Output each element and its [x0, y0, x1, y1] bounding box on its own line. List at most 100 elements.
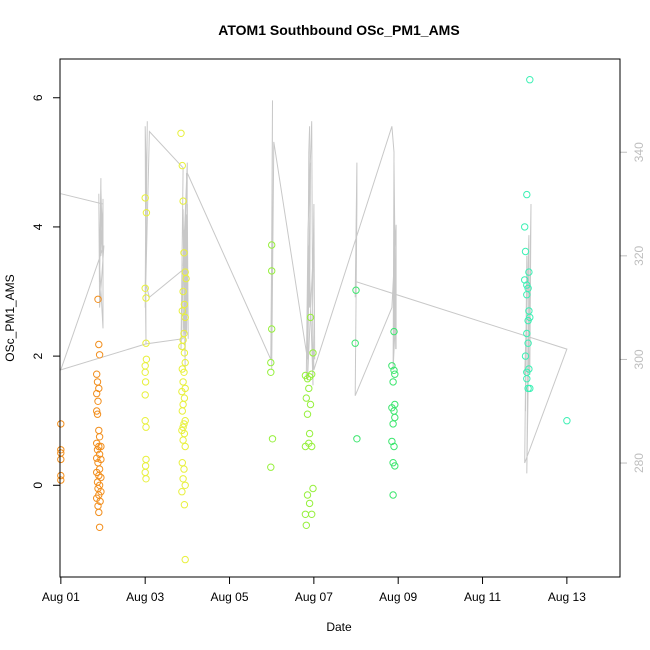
data-point: [95, 442, 103, 451]
chart-title: ATOM1 Southbound OSc_PM1_AMS: [218, 22, 459, 38]
data-point: [308, 510, 316, 518]
x-tick-label: Aug 09: [379, 590, 417, 604]
data-point: [93, 446, 102, 454]
data-point: [267, 368, 275, 376]
x-tick-label: Aug 05: [210, 590, 248, 604]
data-point: [180, 501, 189, 509]
y2-tick-label: 340: [632, 142, 646, 162]
data-point: [141, 284, 149, 292]
data-point: [268, 267, 276, 275]
data-point: [178, 307, 187, 315]
data-point: [180, 249, 188, 257]
data-point: [178, 161, 187, 170]
data-point: [178, 488, 186, 496]
y2-tick-label: 280: [632, 453, 646, 473]
data-point: [305, 429, 314, 438]
data-point: [526, 76, 534, 84]
data-point: [389, 378, 397, 386]
data-point: [523, 329, 531, 338]
data-point: [179, 436, 187, 444]
data-point: [95, 508, 103, 517]
x-tick-label: Aug 11: [464, 590, 501, 604]
data-point: [523, 375, 531, 383]
data-point: [391, 462, 399, 470]
data-point: [526, 313, 534, 322]
data-point: [303, 491, 312, 499]
data-point: [389, 420, 397, 428]
data-point: [141, 391, 149, 399]
data-point: [182, 274, 190, 283]
data-point: [96, 497, 104, 506]
data-point: [353, 435, 361, 443]
data-point: [95, 351, 104, 359]
data-point: [93, 389, 101, 398]
data-point: [180, 349, 189, 357]
data-point: [94, 397, 102, 405]
data-point: [57, 455, 65, 464]
data-point: [268, 241, 276, 249]
data-point: [95, 433, 104, 441]
data-point: [57, 446, 65, 454]
data-point: [93, 407, 101, 415]
y2-tick-label: 320: [632, 246, 646, 266]
data-point: [179, 197, 187, 205]
data-point: [523, 190, 531, 199]
data-point: [181, 442, 189, 451]
data-point: [306, 313, 315, 322]
data-point: [142, 475, 150, 483]
data-point: [141, 194, 149, 202]
data-point: [177, 129, 185, 138]
data-point: [389, 491, 397, 499]
y-axis-label: OSc_PM1_AMS: [3, 274, 17, 361]
line-layer: [60, 100, 568, 474]
data-point: [178, 387, 186, 396]
data-point: [180, 465, 188, 473]
y-tick-label: 4: [31, 223, 45, 230]
data-point: [521, 247, 530, 256]
data-point: [178, 342, 186, 351]
data-point: [95, 523, 104, 531]
data-point: [142, 339, 150, 347]
data-point: [303, 375, 312, 383]
data-point: [57, 471, 65, 480]
data-point: [141, 368, 149, 376]
secondary-series-line: [60, 100, 568, 474]
point-layer: [57, 76, 571, 564]
data-point: [563, 417, 571, 425]
x-tick-label: Aug 07: [295, 590, 333, 604]
plot-frame: [59, 58, 621, 578]
data-point: [57, 420, 65, 428]
x-tick-label: Aug 01: [42, 590, 80, 604]
data-point: [180, 420, 188, 428]
data-point: [141, 378, 150, 386]
data-point: [180, 368, 188, 376]
y-tick-label: 6: [31, 94, 45, 101]
data-point: [391, 370, 399, 378]
x-axis-label: Date: [326, 620, 352, 634]
data-point: [352, 286, 360, 294]
data-point: [268, 325, 276, 333]
data-point: [93, 410, 102, 418]
data-point: [93, 454, 101, 462]
data-point: [267, 463, 275, 471]
data-point: [302, 394, 310, 402]
data-point: [390, 442, 398, 451]
data-point: [179, 378, 187, 386]
data-point: [309, 349, 317, 357]
data-point: [179, 475, 187, 483]
data-point: [95, 340, 103, 349]
data-point: [305, 439, 313, 447]
data-point: [302, 521, 310, 529]
data-point: [142, 423, 150, 431]
data-point: [523, 291, 531, 299]
data-point: [391, 400, 399, 409]
data-point: [181, 358, 189, 367]
data-point: [181, 555, 189, 564]
data-point: [268, 435, 277, 443]
data-point: [390, 327, 398, 336]
data-point: [142, 294, 150, 302]
data-point: [57, 476, 65, 484]
data-point: [305, 384, 313, 393]
data-point: [267, 358, 275, 367]
